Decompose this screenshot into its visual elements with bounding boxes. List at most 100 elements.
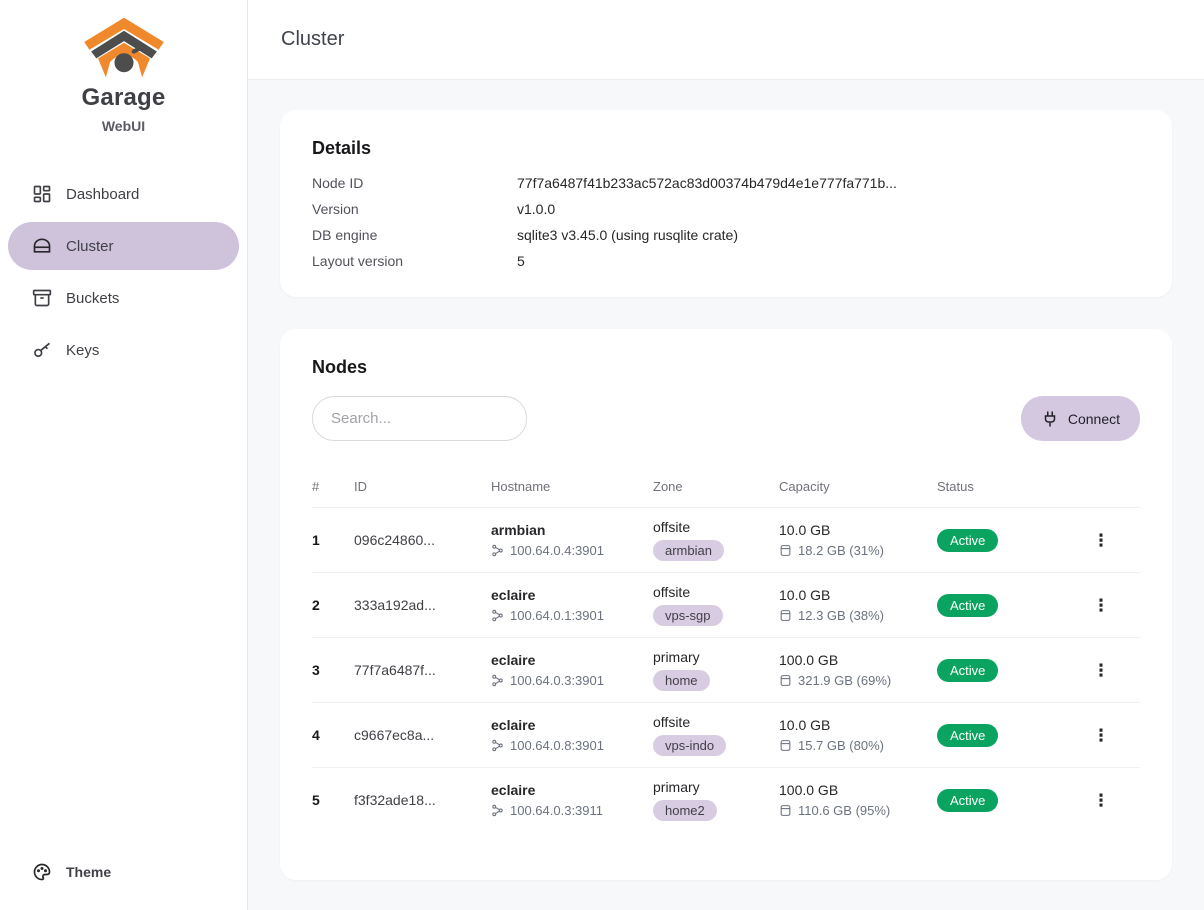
status-badge: Active	[937, 528, 999, 552]
row-actions-menu-icon[interactable]: ⋮	[1092, 595, 1110, 615]
dashboard-icon	[33, 185, 51, 203]
node-capacity: 100.0 GB	[779, 652, 839, 668]
table-header-row: # ID Hostname Zone Capacity Status	[312, 465, 1140, 507]
palette-icon	[33, 863, 51, 881]
sidebar-item-keys[interactable]: Keys	[8, 326, 239, 374]
node-zone: primary	[653, 649, 700, 665]
zone-tag-badge: vps-sgp	[653, 605, 723, 626]
sidebar-item-label: Keys	[66, 341, 100, 359]
status-badge: Active	[937, 788, 999, 812]
share-nodes-icon	[492, 609, 503, 622]
main-area: Cluster Details Node ID 77f7a6487f41b233…	[248, 0, 1204, 910]
row-number: 2	[312, 597, 320, 613]
table-row: 4 c9667ec8a... eclaire 100.64.0.8:3901 o…	[312, 702, 1140, 767]
col-header-id: ID	[354, 478, 367, 494]
key-icon	[34, 342, 51, 358]
node-address: 100.64.0.1:3901	[510, 608, 604, 623]
col-header-status: Status	[937, 478, 974, 494]
search-input[interactable]	[312, 396, 527, 441]
zone-tag-badge: armbian	[653, 540, 724, 561]
nodes-card: Nodes Connect # ID Hostname Zone	[280, 329, 1172, 880]
node-hostname: armbian	[491, 522, 546, 538]
row-actions-menu-icon[interactable]: ⋮	[1092, 725, 1110, 745]
details-list: Node ID 77f7a6487f41b233ac572ac83d00374b…	[312, 175, 1140, 269]
status-badge: Active	[937, 658, 999, 682]
node-hostname: eclaire	[491, 587, 536, 603]
row-number: 3	[312, 662, 320, 678]
disk-icon	[780, 545, 791, 556]
row-number: 4	[312, 727, 320, 743]
detail-value-node-id: 77f7a6487f41b233ac572ac83d00374b479d4e1e…	[517, 175, 897, 191]
zone-tag-badge: vps-indo	[653, 735, 727, 756]
node-used: 15.7 GB (80%)	[798, 738, 884, 753]
detail-value-layout-version: 5	[517, 253, 525, 269]
nodes-title: Nodes	[312, 357, 368, 377]
share-nodes-icon	[492, 544, 503, 557]
top-bar: Cluster	[248, 0, 1204, 80]
share-nodes-icon	[492, 739, 503, 752]
table-row: 2 333a192ad... eclaire 100.64.0.1:3901 o…	[312, 572, 1140, 637]
sidebar-item-dashboard[interactable]: Dashboard	[8, 170, 239, 218]
sidebar-item-label: Buckets	[66, 289, 120, 307]
col-header-zone: Zone	[653, 478, 683, 494]
col-header-capacity: Capacity	[779, 478, 830, 494]
node-hostname: eclaire	[491, 652, 536, 668]
node-hostname: eclaire	[491, 782, 536, 798]
app-subtitle: WebUI	[101, 118, 146, 134]
node-zone: offsite	[653, 714, 691, 730]
node-used: 321.9 GB (69%)	[798, 673, 892, 688]
detail-label: Layout version	[312, 253, 404, 269]
row-number: 5	[312, 792, 320, 808]
app-name: Garage	[81, 84, 166, 111]
connect-button[interactable]: Connect	[1020, 396, 1140, 441]
table-row: 5 f3f32ade18... eclaire 100.64.0.3:3911 …	[312, 767, 1140, 832]
share-nodes-icon	[492, 804, 503, 817]
node-hostname: eclaire	[491, 717, 536, 733]
row-actions-menu-icon[interactable]: ⋮	[1092, 530, 1110, 550]
disk-icon	[780, 805, 791, 816]
node-used: 12.3 GB (38%)	[798, 608, 884, 623]
node-id: 096c24860...	[354, 532, 435, 548]
node-address: 100.64.0.3:3901	[510, 673, 604, 688]
node-capacity: 100.0 GB	[779, 782, 839, 798]
node-zone: offsite	[653, 584, 691, 600]
node-capacity: 10.0 GB	[779, 522, 831, 538]
nodes-table: # ID Hostname Zone Capacity Status 1 096…	[312, 465, 1140, 832]
nodes-toolbar: Connect	[312, 396, 1140, 441]
theme-toggle[interactable]: Theme	[8, 848, 239, 896]
garage-door-icon	[33, 238, 51, 253]
node-address: 100.64.0.3:3911	[510, 803, 604, 818]
node-used: 18.2 GB (31%)	[798, 543, 884, 558]
disk-icon	[780, 610, 791, 621]
node-address: 100.64.0.8:3901	[510, 738, 604, 753]
row-actions-menu-icon[interactable]: ⋮	[1092, 790, 1110, 810]
page-title: Cluster	[281, 28, 345, 50]
theme-label: Theme	[66, 864, 112, 880]
node-used: 110.6 GB (95%)	[798, 803, 891, 818]
sidebar: Garage WebUI Dashboard Cluster Buckets	[0, 0, 248, 910]
sidebar-item-label: Cluster	[66, 237, 114, 255]
detail-label: DB engine	[312, 227, 378, 243]
node-id: f3f32ade18...	[354, 792, 436, 808]
node-capacity: 10.0 GB	[779, 587, 831, 603]
status-badge: Active	[937, 723, 999, 747]
row-actions-menu-icon[interactable]: ⋮	[1092, 660, 1110, 680]
table-row: 3 77f7a6487f... eclaire 100.64.0.3:3901 …	[312, 637, 1140, 702]
archive-icon	[32, 289, 52, 307]
sidebar-item-buckets[interactable]: Buckets	[8, 274, 239, 322]
connect-label: Connect	[1067, 410, 1120, 427]
plug-icon	[1044, 411, 1056, 426]
content: Details Node ID 77f7a6487f41b233ac572ac8…	[248, 80, 1204, 910]
sidebar-item-cluster[interactable]: Cluster	[8, 222, 239, 270]
zone-tag-badge: home	[653, 670, 710, 691]
zone-tag-badge: home2	[653, 800, 717, 821]
detail-value-version: v1.0.0	[517, 201, 556, 217]
share-nodes-icon	[492, 674, 503, 687]
col-header-hostname: Hostname	[491, 478, 551, 494]
disk-icon	[780, 675, 791, 686]
details-title: Details	[312, 138, 372, 158]
row-number: 1	[312, 532, 320, 548]
col-header-num: #	[312, 478, 320, 494]
node-id: c9667ec8a...	[354, 727, 435, 743]
details-card: Details Node ID 77f7a6487f41b233ac572ac8…	[280, 110, 1172, 297]
